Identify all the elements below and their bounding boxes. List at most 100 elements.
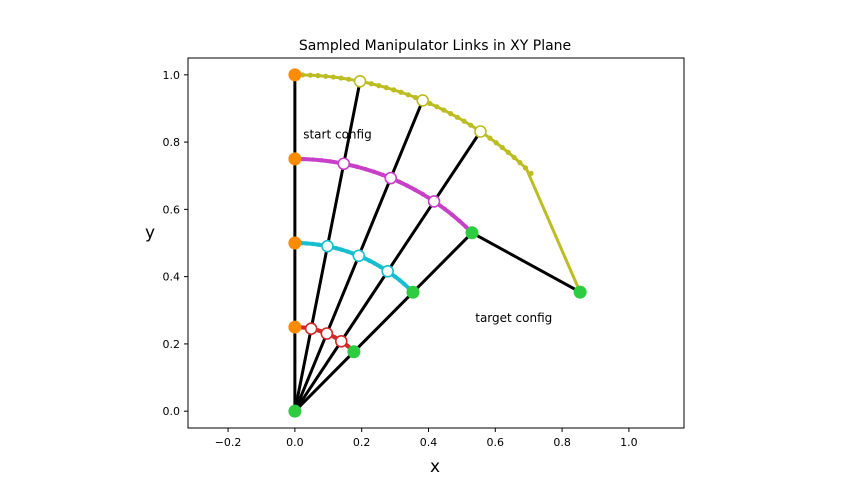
x-tick-label: −0.2 [215,436,242,449]
trajectory-sample-point [392,274,398,279]
trajectory-sample-point [354,164,360,169]
trajectory-sample-point [522,165,529,171]
sampled-joint-marker [337,157,351,171]
trajectory-sample-point [398,89,404,95]
sampled-joint-marker [334,334,348,348]
trajectory-sample-point [402,281,407,287]
sampled-joint-marker [320,327,334,340]
start-joint-marker [288,236,302,250]
trajectory-sample-point [391,87,397,93]
trajectory-sample-point [367,258,372,263]
x-tick-label: 0.0 [286,436,304,449]
annotation-label: start config [303,128,371,142]
trajectory-sample-point [380,172,385,178]
trajectory-sample-point [310,241,315,247]
start-joint-marker [288,152,302,166]
chart-title: Sampled Manipulator Links in XY Plane [299,38,571,54]
trajectory-sample-point [511,154,517,161]
trajectory-sample-point [441,107,447,113]
trajectory-sample-point [345,249,350,254]
trajectory-sample-point [461,118,467,124]
y-tick-label: 0.2 [163,338,181,351]
target-joint-marker [406,285,420,299]
trajectory-sample-point [363,166,368,172]
trajectory-sample-point [368,81,374,87]
y-tick-label: 0.4 [163,271,181,284]
trajectory-sample-point [463,224,468,229]
start-joint-marker [288,320,302,334]
target-joint-marker [288,404,302,418]
trajectory-sample-point [487,135,493,141]
trajectory-sample-point [377,264,383,269]
trajectory-sample-point [339,247,345,253]
trajectory-sample-point [372,261,378,266]
trajectory-sample-point [301,156,307,162]
trajectory-sample-point [371,169,377,175]
y-axis-label: y [145,223,155,243]
trajectory-sample-point [505,149,511,156]
trajectory-sample-point [420,192,425,197]
tick-layer: −0.2 0.0 0.2 0.4 0.6 0.8 1.0 0.0 0.2 0.4 0.6 0.8 1.0 [163,69,638,449]
trajectory-sample-point [299,72,306,78]
x-tick-label: 0.2 [353,436,371,449]
x-axis-label: x [430,457,440,477]
x-tick-label: 0.8 [553,436,571,449]
trajectory-sample-point [493,140,499,146]
trajectory-sample-point [376,83,382,89]
annotation-label: target config [475,311,552,325]
trajectory-sample-point [449,212,455,217]
trajectory-sample-point [405,92,411,98]
y-tick-label: 1.0 [163,69,181,82]
link-layer [293,74,581,413]
trajectory-sample-point [323,73,329,79]
trajectory-sample-point [330,74,336,80]
annotation-layer: start config target config [303,128,552,325]
x-tick-label: 0.6 [487,436,505,449]
sampled-joint-marker [474,125,487,138]
sampled-joint-marker [384,171,398,185]
sampled-joint-marker [321,239,334,253]
target-joint-marker [573,285,587,299]
trajectory-sample-point [304,241,309,246]
sampled-joint-marker [353,74,367,88]
trajectory-sample-point [307,72,313,78]
sampled-joint-marker [427,195,441,208]
trajectory-sample-point [397,278,402,283]
trajectory-sample-point [333,246,339,251]
trajectory-sample-point [528,170,534,176]
start-joint-marker [288,68,302,82]
trajectory-sample-point [499,144,505,151]
sampled-joint-marker [381,265,394,278]
trajectory-sample-point [328,159,333,164]
trajectory-sample-point [346,76,352,82]
trajectory-sample-point [315,73,321,79]
trajectory-sample-point [316,242,321,247]
y-tick-label: 0.0 [163,405,181,418]
x-tick-label: 0.4 [420,436,438,449]
trajectory-sample-point [454,114,461,120]
target-joint-marker [465,226,479,240]
trajectory-sample-point [448,111,454,117]
trajectory-sample-point [412,187,418,192]
plot-frame [187,57,685,429]
trajectory-sample-point [310,157,315,162]
sampled-joint-marker [304,322,318,336]
target-joint-marker [347,345,361,359]
sampled-joint-marker [352,249,366,263]
trajectory-sample-point [396,179,402,184]
y-tick-label: 0.6 [163,203,181,216]
trajectory-sample-point [319,158,324,163]
trajectory-sample-point [442,207,448,212]
sampled-joint-marker [416,94,430,107]
x-tick-label: 1.0 [620,436,638,449]
marker-layer [288,68,587,418]
y-tick-label: 0.8 [163,136,181,149]
trajectory-sample-point [517,160,523,166]
trajectory-sample-point [404,183,410,188]
trajectory-sample-point [468,122,474,128]
trajectory-sample-point [338,75,344,81]
trajectory-sample-point [456,218,462,223]
trajectory-sample-point [383,85,389,91]
trajectory-sample-point [434,104,440,110]
